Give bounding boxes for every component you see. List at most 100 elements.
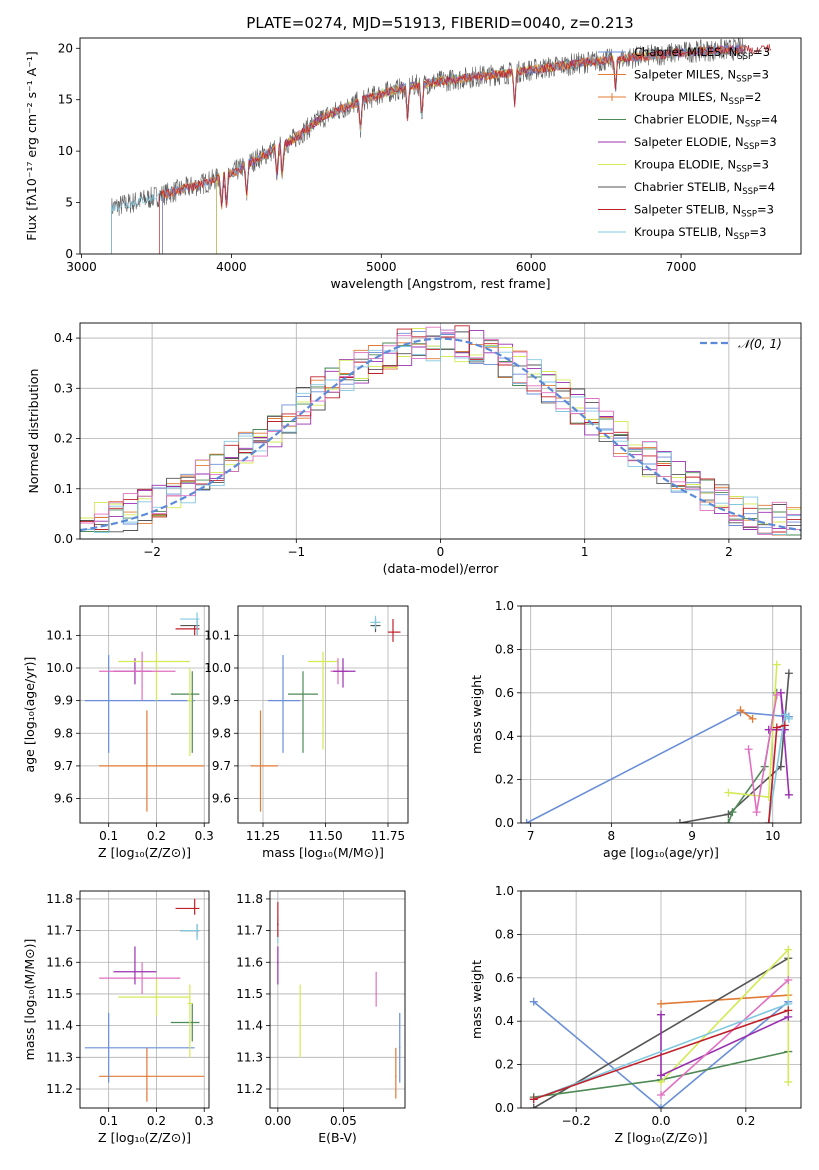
x-tick-label: 0.2: [147, 829, 166, 843]
weight-marker: [784, 669, 793, 678]
x-tick-label: 2: [725, 545, 733, 559]
weight-marker: [764, 819, 773, 823]
x-tick-label: 11.25: [246, 829, 280, 843]
legend: 𝒩(0, 1): [700, 337, 782, 351]
y-tick-label: 9.9: [212, 694, 231, 708]
x-axis-label: (data-model)/error: [383, 561, 500, 576]
weight-marker: [728, 808, 737, 817]
data-point: [342, 670, 344, 673]
weight-marker: [780, 710, 789, 719]
x-tick-label: −1: [287, 545, 305, 559]
weight-marker: [675, 819, 684, 823]
weight-marker: [784, 1006, 793, 1015]
data-point: [374, 621, 377, 624]
x-tick-label: 11.75: [371, 829, 405, 843]
weight-marker: [657, 999, 665, 1008]
weight-marker: [784, 945, 793, 954]
legend-subscript: SSP: [741, 210, 757, 220]
y-tick-label: 10.1: [46, 628, 73, 642]
histogram-extra_pink: [80, 326, 801, 535]
x-tick-label: 7000: [666, 260, 697, 274]
x-tick-label: 1: [581, 545, 589, 559]
y-tick-label: 11.2: [236, 1082, 263, 1096]
y-tick-label: 9.9: [54, 694, 73, 708]
axes-frame: [520, 605, 802, 824]
x-axis-label: Z [log₁₀(Z/Z⊙)]: [98, 845, 191, 860]
data-point: [107, 699, 110, 702]
weight-marker: [772, 690, 781, 699]
data-point: [191, 693, 194, 695]
y-tick-label: 11.5: [46, 987, 73, 1001]
y-tick-label: 0.8: [495, 927, 514, 941]
plot-area: [277, 902, 401, 1099]
weight-marker: [784, 714, 793, 723]
axes-frame: [79, 37, 802, 255]
y-tick-label: 20: [58, 41, 73, 55]
x-axis-label: Z [log₁₀(Z/Z⊙)]: [98, 1130, 191, 1145]
legend-subscript: SSP: [736, 165, 752, 175]
x-tick-label: 0.1: [99, 1114, 118, 1128]
y-axis-label: Flux [fλ10⁻¹⁷ erg cm⁻² s⁻¹ A⁻¹]: [24, 51, 39, 240]
data-point: [299, 1021, 301, 1024]
x-axis-label: Z [log₁₀(Z/Z⊙)]: [615, 1130, 708, 1145]
weight-marker: [772, 660, 781, 669]
grid: [270, 891, 405, 1108]
legend-label: Kroupa STELIB, NSSP=3: [634, 225, 766, 242]
y-tick-label: 0: [65, 247, 73, 261]
legend-subscript: SSP: [729, 97, 745, 107]
data-point: [193, 907, 196, 910]
weight-marker: [529, 1104, 538, 1108]
data-point: [395, 1075, 397, 1078]
legend-suffix: =4: [758, 180, 775, 194]
legend-subscript: SSP: [737, 52, 753, 62]
panel-weight_vs_age: 7 8 9 10 0.0 0.2 0.4 0.6 0.8 1.0 age [log₁₀(age/yr…: [469, 599, 802, 860]
plot-area: [250, 615, 401, 812]
data-point: [322, 660, 324, 663]
weight-marker: [784, 975, 793, 984]
weight-marker: [748, 714, 757, 723]
weight-marker: [776, 762, 785, 771]
y-tick-label: 1.0: [495, 599, 514, 613]
weight-marker: [724, 788, 733, 797]
data-point: [282, 699, 284, 702]
weight-marker: [752, 808, 761, 817]
legend-suffix: =3: [760, 135, 777, 149]
x-tick-label: 8: [608, 829, 616, 843]
legend-suffix: =3: [752, 158, 769, 172]
weight-marker: [780, 721, 789, 730]
weight-marker: [522, 819, 531, 823]
y-tick-label: 11.5: [236, 987, 263, 1001]
legend-label: Salpeter STELIB, NSSP=3: [634, 203, 774, 220]
y-tick-label: 11.2: [46, 1082, 73, 1096]
y-tick-label: 9.7: [54, 759, 73, 773]
x-axis-label: age [log₁₀(age/yr)]: [603, 845, 719, 860]
y-tick-label: 5: [65, 196, 73, 210]
legend-subscript: SSP: [744, 142, 760, 152]
data-point: [191, 1021, 194, 1024]
legend-suffix: =3: [757, 203, 774, 217]
legend-subscript: SSP: [734, 232, 750, 242]
x-tick-label: 0.3: [195, 1114, 214, 1128]
y-tick-label: 0.1: [54, 482, 73, 496]
spectrum-salpeter_stelib: [159, 43, 772, 254]
y-tick-label: 9.6: [54, 792, 73, 806]
legend-suffix: =3: [752, 68, 769, 82]
y-tick-label: 0.0: [495, 816, 514, 830]
spectrum-chabrier_miles: [162, 44, 744, 254]
legend-subscript: SSP: [736, 75, 752, 85]
y-tick-label: 1.0: [495, 884, 514, 898]
y-tick-label: 0.4: [54, 331, 73, 345]
y-tick-label: 11.8: [236, 892, 263, 906]
plot-area: [522, 660, 793, 823]
legend-suffix: =2: [744, 90, 761, 104]
weight-marker: [772, 723, 781, 732]
y-tick-label: 9.7: [212, 759, 231, 773]
axes-frame: [79, 322, 802, 540]
y-tick-label: 11.6: [46, 955, 73, 969]
y-tick-label: 11.4: [236, 1019, 263, 1033]
data-point: [259, 765, 262, 767]
axes-frame: [79, 890, 210, 1109]
